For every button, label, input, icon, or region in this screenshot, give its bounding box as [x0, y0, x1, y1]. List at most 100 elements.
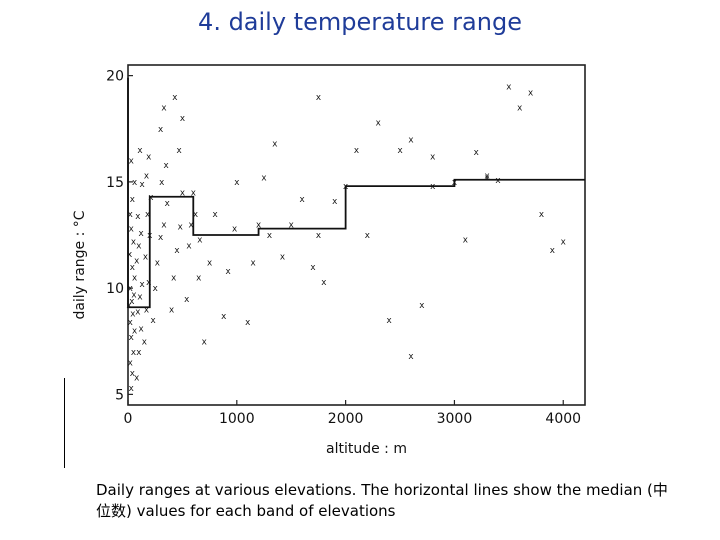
data-point: x [161, 220, 167, 230]
data-point: x [132, 274, 138, 284]
data-point: x [127, 359, 133, 369]
data-point: x [495, 176, 501, 186]
x-tick-label: 1000 [219, 411, 255, 427]
data-point: x [517, 104, 523, 114]
data-point: x [135, 212, 141, 222]
median-line [127, 77, 585, 309]
data-point: x [127, 210, 133, 220]
data-point: x [280, 252, 286, 262]
slide-title: 4. daily temperature range [198, 8, 522, 36]
data-point: x [193, 210, 199, 220]
data-point: x [152, 284, 158, 294]
data-point: x [138, 325, 144, 335]
data-point: x [207, 259, 213, 269]
data-point: x [245, 318, 251, 328]
data-point: x [130, 310, 136, 320]
data-point: x [321, 278, 327, 288]
data-point: x [163, 161, 169, 171]
data-point: x [184, 295, 190, 305]
data-point: x [136, 348, 142, 358]
data-point: x [130, 369, 136, 379]
data-point: x [201, 337, 207, 347]
data-point: x [484, 174, 490, 184]
data-point: x [131, 291, 137, 301]
data-point: x [135, 308, 141, 318]
data-point: x [212, 210, 218, 220]
data-point: x [419, 301, 425, 311]
data-point: x [272, 140, 278, 150]
data-point: x [158, 125, 164, 135]
data-point: x [132, 327, 138, 337]
data-point: x [137, 293, 143, 303]
data-point: x [134, 257, 140, 267]
data-point: x [408, 352, 414, 362]
data-point: x [176, 146, 182, 156]
data-point: x [174, 246, 180, 256]
data-point: x [267, 231, 273, 241]
data-point: x [299, 195, 305, 205]
data-point: x [180, 114, 186, 124]
data-point: x [134, 373, 140, 383]
left-divider-line [64, 378, 65, 468]
data-point: x [316, 93, 322, 103]
data-point: x [191, 189, 197, 199]
data-point: x [129, 157, 135, 167]
data-point: x [289, 220, 295, 230]
data-point: x [232, 225, 238, 235]
data-point: x [158, 233, 164, 243]
data-point: x [132, 178, 138, 188]
data-point: x [146, 152, 152, 162]
data-point: x [316, 231, 322, 241]
data-point: x [139, 180, 145, 190]
data-point: x [136, 242, 142, 252]
data-point: x [155, 259, 161, 269]
axis-ticks: 0 1000 2000 3000 4000 5 10 15 20 [106, 69, 581, 427]
x-tick-label: 2000 [328, 411, 364, 427]
data-point: x [408, 135, 414, 145]
data-point: x [180, 189, 186, 199]
y-tick-label: 10 [106, 281, 124, 297]
data-point: x [164, 199, 170, 209]
data-point: x [221, 312, 227, 322]
data-point: x [430, 152, 436, 162]
data-point: x [397, 146, 403, 156]
data-point: x [127, 318, 133, 328]
data-point: x [148, 193, 154, 203]
data-point: x [145, 210, 151, 220]
figure-caption: Daily ranges at various elevations. The … [96, 481, 668, 520]
data-point: x [131, 348, 137, 358]
data-point: x [528, 89, 534, 99]
data-point: x [539, 210, 545, 220]
data-point: x [130, 195, 136, 205]
data-point: x [256, 220, 262, 230]
data-point: x [196, 274, 202, 284]
data-point: x [484, 172, 490, 182]
data-point: x [139, 280, 145, 290]
data-point: x [386, 316, 392, 326]
data-point: x [126, 301, 132, 311]
data-point: x [144, 172, 150, 182]
data-point: x [234, 178, 240, 188]
data-point: x [473, 148, 479, 158]
data-point: x [142, 337, 148, 347]
data-point: x [225, 267, 231, 277]
data-point: x [169, 305, 175, 315]
x-tick-label: 0 [124, 411, 133, 427]
data-point: x [129, 384, 135, 394]
data-point: x [188, 220, 194, 230]
y-tick-label: 15 [106, 175, 124, 191]
data-point: x [178, 223, 184, 233]
data-point: x [365, 231, 371, 241]
data-point: x [186, 242, 192, 252]
median-step-line [127, 77, 585, 309]
data-point: x [172, 93, 178, 103]
data-point: x [137, 146, 143, 156]
data-point: x [161, 104, 167, 114]
data-point: x [332, 197, 338, 207]
data-point: x [138, 229, 144, 239]
data-point: x [127, 250, 133, 260]
data-point: x [159, 178, 165, 188]
data-point: x [171, 274, 177, 284]
data-points: xxxxxxxxxxxxxxxxxxxxxxxxxxxxxxxxxxxxxxxx… [126, 82, 566, 394]
